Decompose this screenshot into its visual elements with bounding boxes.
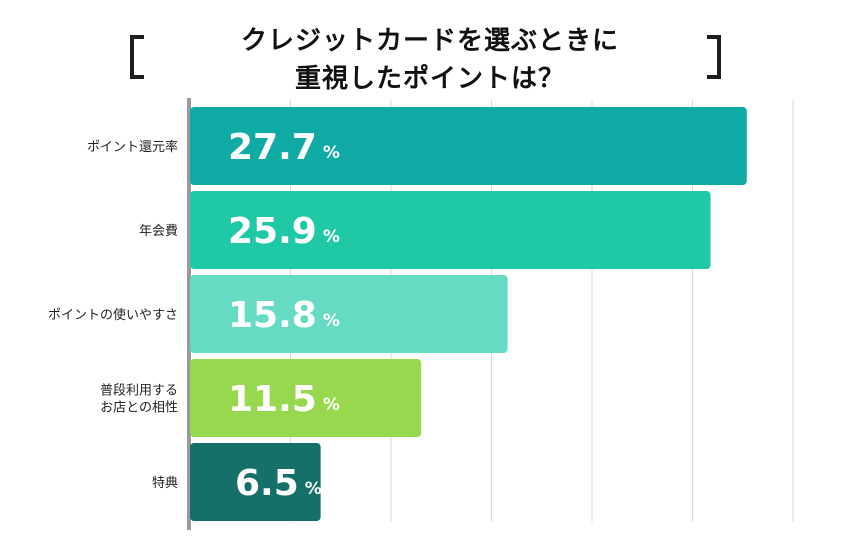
category-label-2: 年会費 — [139, 224, 178, 239]
bar-value-label-1: 27.7 — [228, 127, 317, 168]
bar-value-label-2: 25.9 — [228, 211, 317, 252]
category-label-4: お店との相性 — [100, 401, 178, 416]
chart-title: クレジットカードを選ぶときに 重視したポイントは？ — [160, 22, 700, 98]
bar-1 — [190, 107, 747, 185]
bar-unit-label-1: % — [323, 143, 340, 163]
bar-3 — [190, 275, 508, 353]
category-label-3: ポイントの使いやすさ — [48, 307, 178, 323]
chart-title-line-1: クレジットカードを選ぶときに — [240, 26, 619, 56]
bar-2 — [190, 191, 711, 269]
bar-value-label-3: 15.8 — [228, 295, 317, 336]
bar-unit-label-4: % — [323, 395, 340, 415]
category-label-5: 特典 — [152, 476, 178, 491]
bar-unit-label-5: % — [305, 479, 322, 499]
bar-unit-label-2: % — [323, 227, 340, 247]
bar-value-label-4: 11.5 — [228, 379, 317, 420]
bar-value-label-5: 6.5 — [235, 463, 299, 504]
category-label-1: ポイント還元率 — [87, 139, 178, 155]
chart-title-line-2: 重視したポイントは？ — [294, 64, 565, 94]
category-label-4: 普段利用する — [100, 384, 178, 399]
bar-5 — [190, 443, 321, 521]
right-bracket-decoration — [707, 35, 721, 79]
left-bracket-decoration — [130, 35, 144, 79]
bar-4 — [190, 359, 422, 437]
bar-unit-label-3: % — [323, 311, 340, 331]
